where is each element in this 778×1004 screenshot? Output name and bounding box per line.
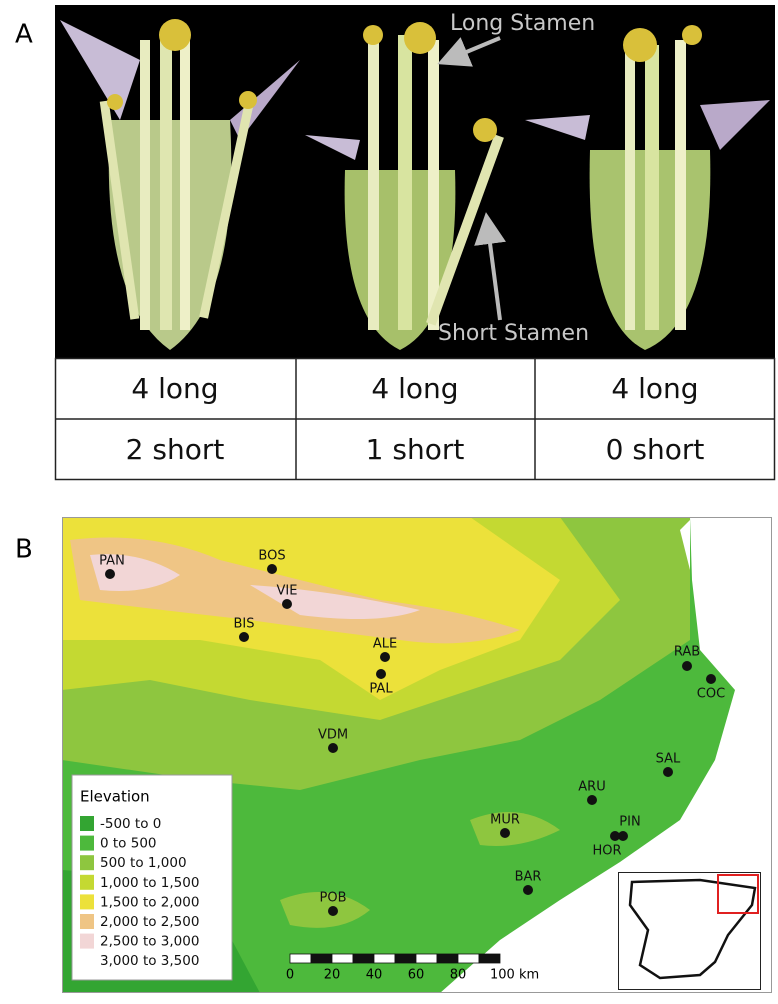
site-dot [706,674,716,684]
legend [71,774,233,981]
scale-segment [352,953,375,964]
site-label: MUR [490,813,520,828]
site-label: PAL [369,682,393,697]
table-cell: 4 long [371,372,458,405]
scale-segment [415,953,438,964]
annotation: Long Stamen [450,11,595,36]
legend-swatch [80,933,94,949]
site-dot [267,564,277,574]
arrow [437,36,501,67]
arrow [474,212,506,321]
legend-label: 2,000 to 2,500 [100,914,199,930]
site-dot [610,831,620,841]
site-label: PIN [619,815,640,830]
site-dot [282,599,292,609]
site-dot [682,661,692,671]
site-label: PAN [99,554,125,569]
legend-label: 3,000 to 3,500 [100,953,199,969]
legend-label: -500 to 0 [100,816,161,832]
flowers [60,19,770,350]
table-cell: 4 long [611,372,698,405]
legend-label: 0 to 500 [100,836,157,852]
legend-swatch [80,816,94,831]
legend-title: Elevation [80,788,150,806]
scale-label: 100 km [490,968,539,983]
panel-label: A [15,20,33,50]
legend-label: 1,500 to 2,000 [100,894,199,910]
site-dot [328,743,338,753]
site-dot [105,569,115,579]
site-dot [328,906,338,916]
scale-label: 80 [450,968,467,983]
scale-segment [331,953,354,964]
scale-segment [457,953,480,964]
legend-swatch [80,855,94,871]
panel-label: B [15,535,33,565]
table-cell: 0 short [606,433,705,466]
sites: PAN BOS VIE BIS ALE PAL RAB COC VDM SAL ARU MUR PIN H… [99,549,725,916]
site-dot [380,652,390,662]
scale-segment [310,953,333,964]
legend-items: -500 to 0 0 to 500 500 to 1,000 1,000 to 1,… [80,816,199,969]
site-dot [376,669,386,679]
annotation: Short Stamen [438,321,589,346]
legend-label: 500 to 1,000 [100,855,187,871]
legend-swatch [80,914,94,929]
site-dot [500,828,510,838]
map-frame [62,517,772,993]
site-dot [663,767,673,777]
site-label: BOS [258,549,285,564]
site-label: ALE [373,637,397,652]
table-cell: 1 short [366,433,465,466]
table-cell: 4 long [131,372,218,405]
site-label: COC [697,687,725,702]
legend-swatch [80,953,94,969]
scale-label: 0 [286,968,294,983]
site-dot [587,795,597,805]
site-label: POB [320,891,347,906]
scale-segment [289,953,312,964]
site-dot [523,885,533,895]
scale-label: 40 [366,968,383,983]
site-label: SAL [656,752,681,767]
site-label: BIS [233,617,254,632]
inset-map [618,872,761,990]
legend-label: 2,500 to 3,000 [100,934,199,950]
site-label: VIE [277,584,298,599]
scale-segment [373,953,396,964]
legend-label: 1,000 to 1,500 [100,875,199,891]
legend-swatch [80,874,94,890]
table: 4 long 4 long 4 long 2 short 1 short 0 short [54,357,776,481]
site-label: HOR [592,844,621,859]
scale-bar: 0 20 40 60 80 100 km [286,953,539,983]
legend-swatch [80,894,94,910]
table-cell: 2 short [126,433,225,466]
site-dot [618,831,628,841]
site-dot [239,632,249,642]
site-label: BAR [515,870,542,885]
site-label: ARU [578,780,605,795]
scale-segment [478,953,501,964]
site-label: RAB [674,645,700,660]
scale-segment [394,953,417,964]
scale-segment [436,953,459,964]
legend-swatch [80,835,94,851]
scale-label: 60 [408,968,425,983]
scale-label: 20 [324,968,341,983]
site-label: VDM [318,728,348,743]
